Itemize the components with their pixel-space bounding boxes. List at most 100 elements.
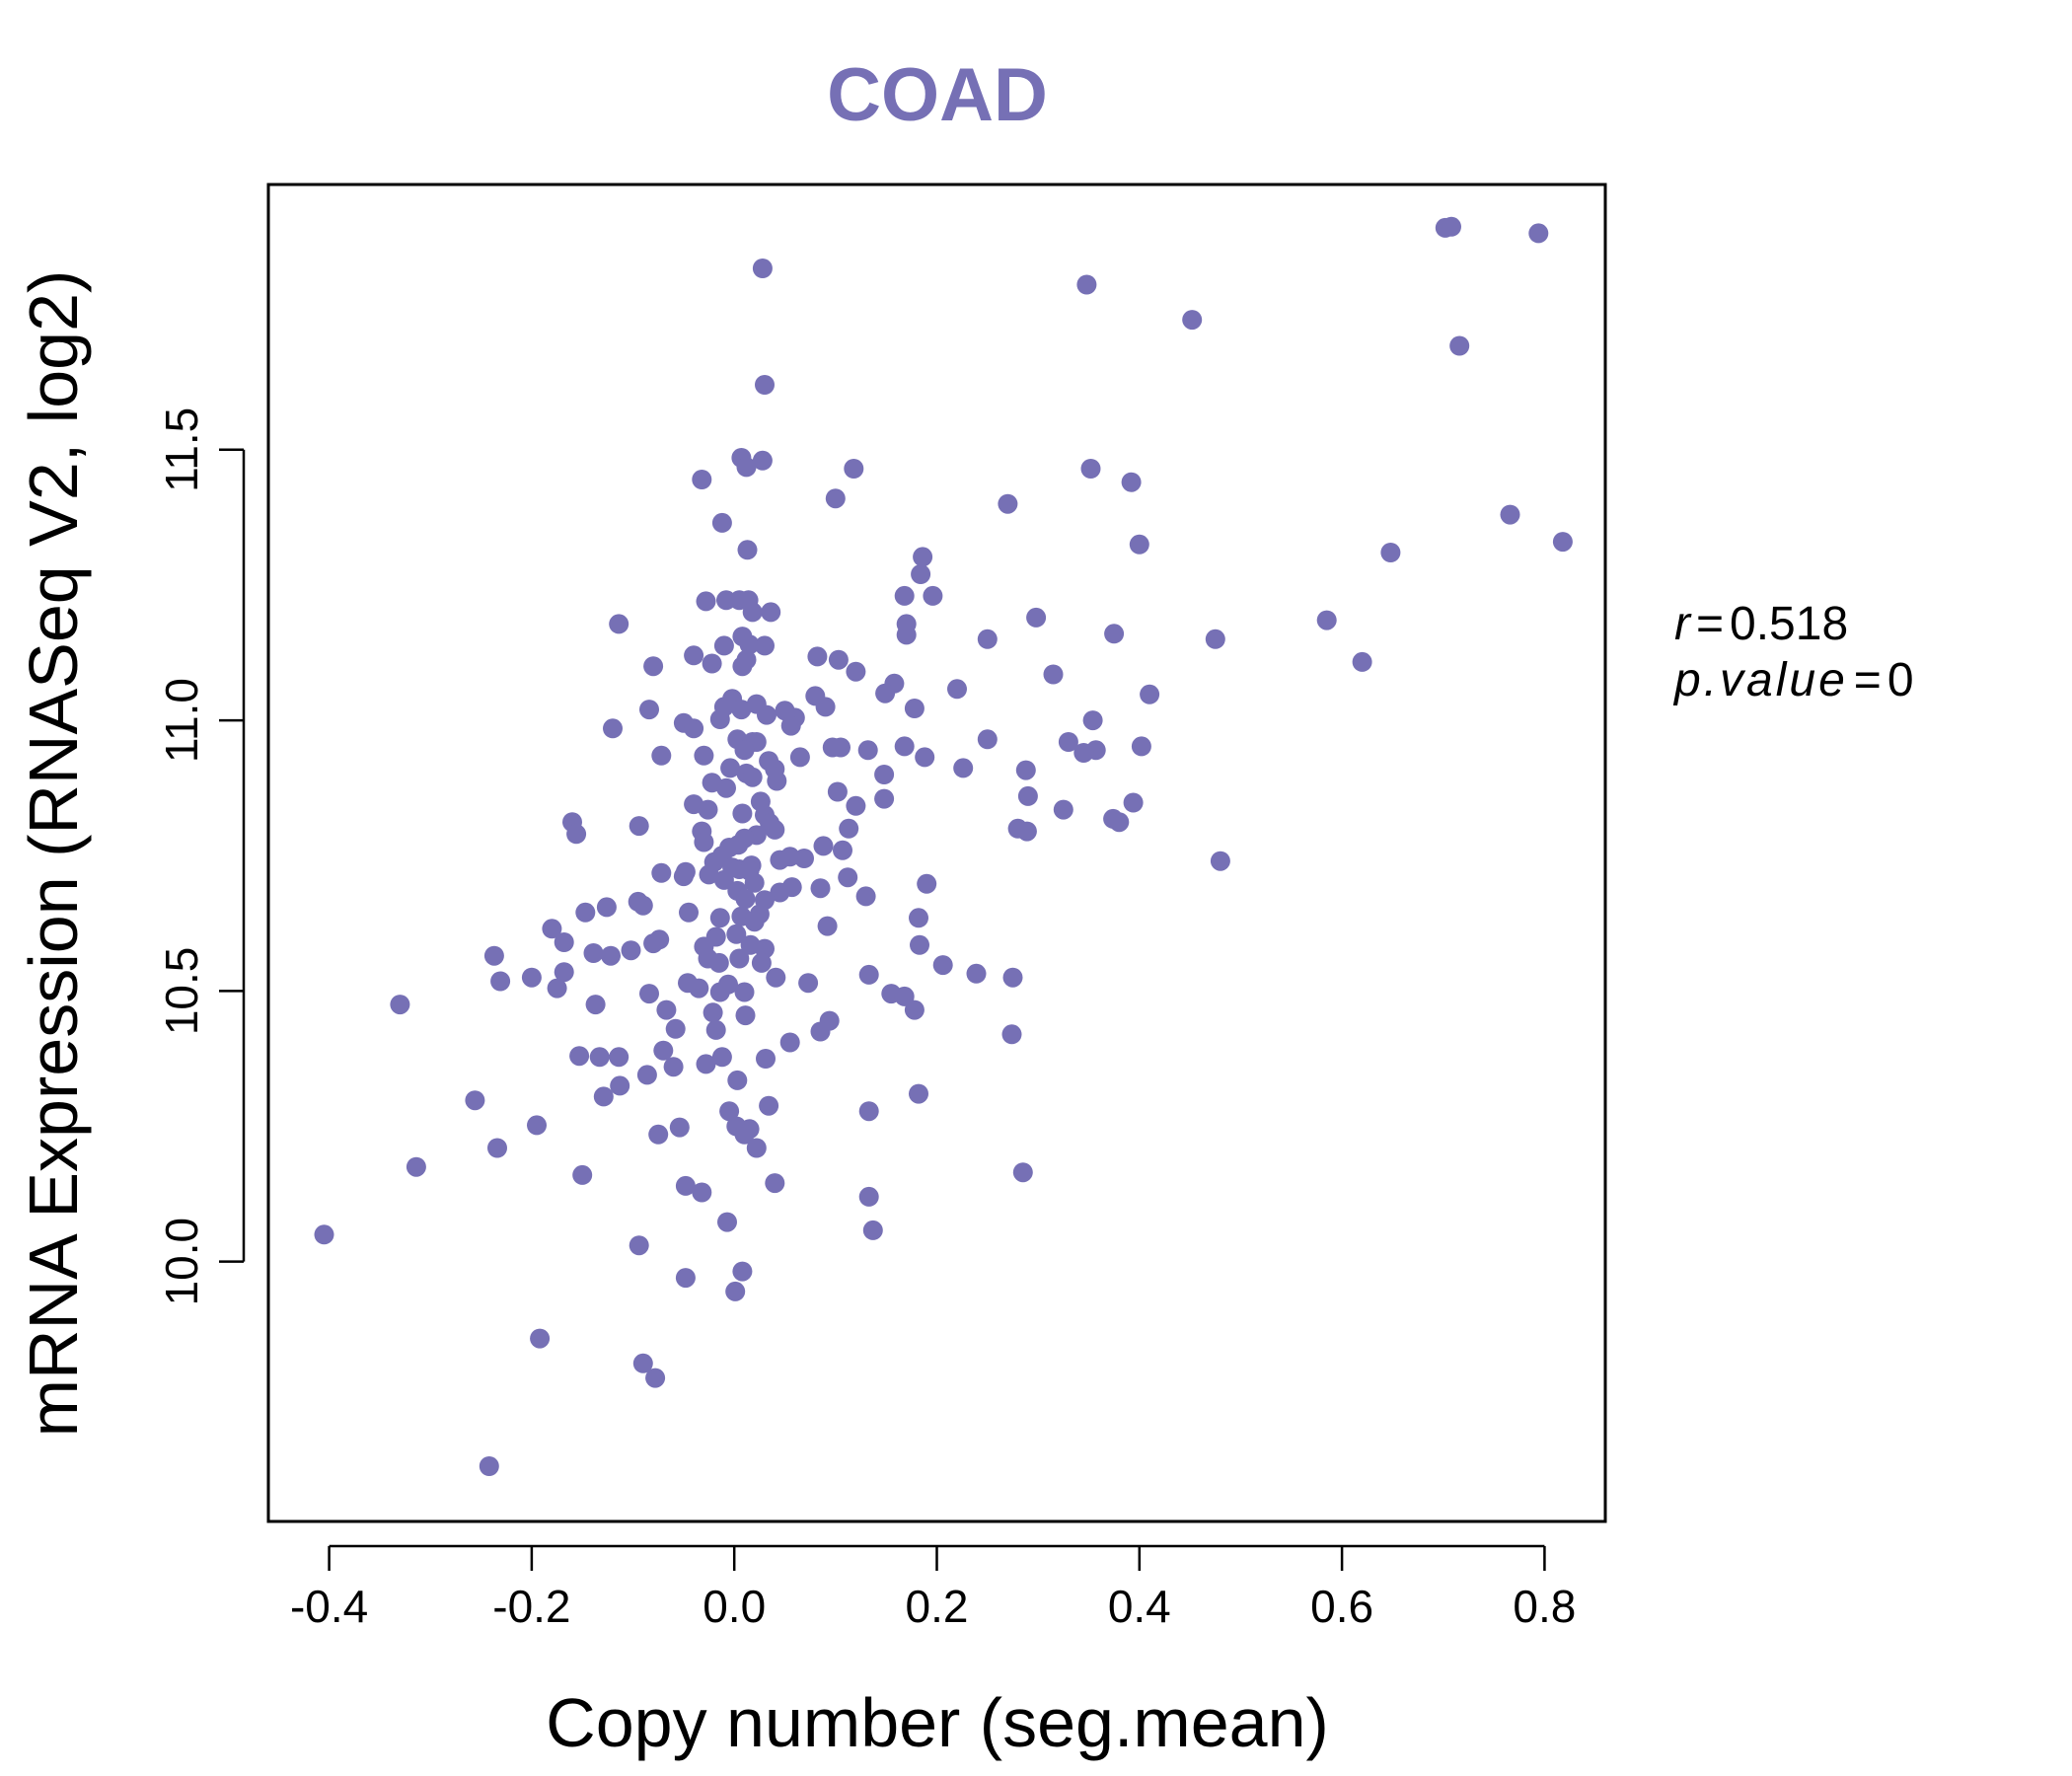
data-point	[1182, 310, 1203, 331]
data-point	[566, 824, 587, 845]
data-point	[732, 803, 753, 824]
data-point	[1552, 532, 1573, 553]
data-point	[761, 602, 781, 623]
data-point	[390, 995, 410, 1015]
data-point	[717, 1212, 737, 1232]
data-point	[875, 683, 896, 703]
data-point	[1053, 799, 1073, 820]
data-point	[947, 679, 967, 700]
data-point	[977, 729, 998, 750]
data-point	[744, 872, 765, 893]
data-point	[1109, 812, 1130, 833]
data-point	[709, 982, 730, 1002]
data-point	[727, 1070, 748, 1090]
data-point	[766, 967, 786, 988]
data-point	[998, 493, 1018, 514]
data-point	[953, 758, 974, 778]
data-point	[705, 1019, 726, 1040]
data-point	[653, 1040, 674, 1061]
data-point	[554, 932, 574, 952]
data-point	[735, 889, 756, 910]
data-point	[966, 963, 987, 984]
data-point	[702, 653, 722, 674]
data-point	[815, 697, 836, 717]
data-point	[1001, 1024, 1022, 1045]
y-axis: 10.0 10.5 11.0 11.5	[156, 407, 246, 1306]
x-tick-label: 0.0	[703, 1581, 766, 1632]
data-point	[713, 869, 734, 890]
data-point	[609, 1047, 629, 1068]
data-point	[752, 450, 773, 471]
data-point	[694, 832, 714, 852]
data-point	[729, 948, 750, 969]
data-point	[752, 259, 773, 278]
data-point	[894, 986, 915, 1006]
r-statistic: r = 0.518	[1674, 598, 1848, 650]
data-point	[894, 585, 915, 606]
points-layer	[314, 216, 1573, 1476]
data-point	[583, 943, 604, 963]
data-point	[1026, 607, 1047, 628]
data-point	[483, 945, 504, 966]
data-point	[734, 740, 755, 761]
x-tick-label: 0.6	[1310, 1581, 1373, 1632]
r-value: 0.518	[1730, 598, 1848, 650]
data-point	[1380, 543, 1401, 562]
data-point	[675, 1175, 696, 1196]
data-point	[527, 1115, 547, 1136]
data-point	[757, 704, 777, 725]
data-point	[645, 1368, 666, 1388]
data-point	[569, 1046, 590, 1067]
data-point	[1131, 736, 1151, 757]
data-point	[913, 547, 933, 567]
y-tick-label: 11.0	[156, 678, 207, 763]
data-point	[737, 540, 758, 560]
x-tick-label: 0.2	[906, 1581, 969, 1632]
data-point	[694, 745, 714, 766]
r-equals: =	[1696, 598, 1724, 650]
data-point	[1528, 223, 1549, 244]
data-point	[684, 718, 704, 739]
y-tick-label: 10.0	[156, 1218, 207, 1306]
data-point	[696, 1054, 716, 1074]
data-point	[1121, 472, 1142, 492]
data-point	[314, 1224, 334, 1245]
data-point	[858, 1101, 879, 1122]
data-point	[1140, 684, 1160, 704]
data-point	[698, 799, 718, 820]
y-axis-label: mRNA Expression (RNASeq V2, log2)	[15, 270, 92, 1438]
data-point	[810, 1021, 831, 1042]
data-point	[713, 635, 734, 656]
data-point	[1043, 664, 1064, 685]
data-point	[1129, 534, 1149, 555]
data-point	[1442, 216, 1461, 237]
data-point	[663, 1057, 684, 1077]
x-tick-label: -0.4	[290, 1581, 368, 1632]
data-point	[479, 1456, 499, 1476]
x-axis: -0.4 -0.2 0.0 0.2 0.4 0.6 0.8	[290, 1544, 1576, 1632]
data-point	[1352, 651, 1372, 672]
x-tick-label: 0.4	[1108, 1581, 1171, 1632]
data-point	[716, 777, 736, 798]
data-point	[585, 995, 606, 1015]
data-point	[621, 940, 641, 961]
data-point	[589, 1047, 610, 1068]
data-point	[1012, 1162, 1033, 1183]
data-point	[651, 745, 672, 766]
data-point	[838, 867, 858, 888]
data-point	[651, 862, 672, 883]
data-point	[643, 933, 664, 954]
data-point	[756, 1049, 776, 1069]
data-point	[736, 457, 757, 478]
data-point	[643, 656, 664, 677]
data-point	[629, 1235, 649, 1256]
data-point	[833, 840, 852, 860]
data-point	[709, 709, 730, 729]
data-point	[726, 924, 747, 944]
data-point	[794, 849, 814, 868]
data-point	[874, 788, 895, 809]
data-point	[909, 1083, 928, 1104]
data-point	[1500, 504, 1520, 525]
data-point	[603, 718, 623, 739]
